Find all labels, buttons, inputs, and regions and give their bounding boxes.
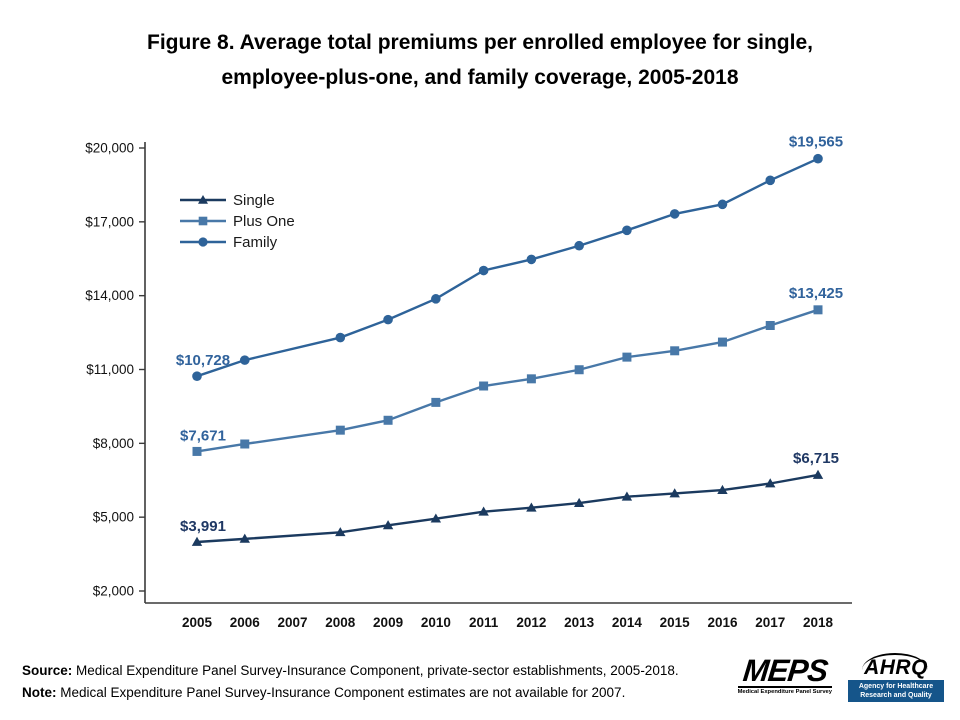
marker-square-icon bbox=[765, 320, 775, 330]
marker-triangle-icon bbox=[717, 484, 728, 494]
x-tick-label: 2010 bbox=[421, 615, 451, 630]
legend-label: Family bbox=[233, 234, 278, 251]
last-point-label: $13,425 bbox=[789, 285, 843, 302]
marker-circle-icon bbox=[526, 254, 537, 265]
x-tick-label: 2008 bbox=[325, 615, 356, 630]
marker-circle-icon bbox=[431, 294, 441, 304]
y-tick-label: $14,000 bbox=[85, 288, 134, 303]
meps-logo: MEPS Medical Expenditure Panel Survey bbox=[737, 653, 832, 695]
y-tick-label: $5,000 bbox=[93, 510, 134, 525]
marker-triangle-icon bbox=[191, 536, 203, 546]
marker-circle-icon bbox=[669, 209, 680, 219]
series-single: $3,991 $6,715 bbox=[180, 450, 839, 546]
x-tick-label: 2007 bbox=[278, 615, 308, 630]
legend: Single Plus One Family bbox=[180, 192, 295, 251]
y-tick-label: $20,000 bbox=[85, 141, 134, 156]
meps-logo-text: MEPS bbox=[741, 653, 829, 688]
marker-square-icon bbox=[335, 425, 345, 435]
series-plus-one: $7,671 $13,425 bbox=[180, 285, 843, 456]
first-point-label: $7,671 bbox=[180, 427, 226, 444]
marker-circle-icon bbox=[239, 355, 250, 365]
marker-circle-icon bbox=[717, 199, 728, 210]
marker-square-icon bbox=[526, 374, 536, 384]
marker-circle-icon bbox=[198, 237, 208, 247]
x-tick-label: 2014 bbox=[612, 615, 643, 630]
note-label: Note: bbox=[22, 684, 57, 700]
marker-square-icon bbox=[383, 415, 393, 425]
meps-logo-caption: Medical Expenditure Panel Survey bbox=[737, 686, 832, 695]
note-text: Medical Expenditure Panel Survey-Insuran… bbox=[56, 684, 626, 700]
y-tick-label: $2,000 bbox=[93, 584, 134, 599]
marker-triangle-icon bbox=[478, 506, 489, 516]
x-tick-label: 2015 bbox=[660, 615, 691, 630]
series-family: $10,728 $19,565 bbox=[176, 134, 843, 381]
marker-triangle-icon bbox=[335, 527, 346, 537]
first-point-label: $10,728 bbox=[176, 352, 230, 369]
marker-square-icon bbox=[192, 446, 202, 456]
x-tick-label: 2013 bbox=[564, 615, 595, 630]
marker-triangle-icon bbox=[669, 488, 680, 498]
ahrq-swoosh-icon bbox=[862, 653, 928, 670]
x-tick-label: 2016 bbox=[707, 615, 738, 630]
legend-label: Plus One bbox=[233, 213, 295, 230]
marker-triangle-icon bbox=[239, 533, 250, 543]
marker-triangle-icon bbox=[430, 513, 442, 523]
marker-square-icon bbox=[240, 439, 250, 449]
source-line: Source: Medical Expenditure Panel Survey… bbox=[22, 660, 679, 682]
series-line bbox=[196, 308, 819, 453]
marker-triangle-icon bbox=[198, 195, 208, 204]
ahrq-logo: AHRQ Agency for Healthcare Research and … bbox=[848, 653, 944, 703]
y-tick-label: $17,000 bbox=[85, 214, 134, 229]
figure-title: Figure 8. Average total premiums per enr… bbox=[147, 31, 813, 89]
marker-square-icon bbox=[622, 352, 632, 362]
x-tick-label: 2018 bbox=[803, 615, 834, 630]
marker-square-icon bbox=[717, 337, 727, 347]
x-tick-label: 2017 bbox=[755, 615, 785, 630]
marker-square-icon bbox=[198, 216, 208, 226]
x-tick-label: 2011 bbox=[469, 615, 499, 630]
marker-circle-icon bbox=[478, 265, 489, 276]
y-tick-label: $8,000 bbox=[93, 436, 134, 451]
marker-circle-icon bbox=[765, 175, 776, 186]
marker-triangle-icon bbox=[765, 478, 776, 488]
x-tick-label: 2006 bbox=[230, 615, 261, 630]
marker-circle-icon bbox=[813, 153, 823, 164]
x-tick-label: 2009 bbox=[373, 615, 403, 630]
marker-triangle-icon bbox=[621, 491, 633, 501]
source-text: Medical Expenditure Panel Survey-Insuran… bbox=[72, 663, 679, 678]
marker-triangle-icon bbox=[526, 502, 537, 512]
marker-triangle-icon bbox=[812, 469, 824, 479]
marker-circle-icon bbox=[574, 240, 584, 251]
marker-triangle-icon bbox=[573, 497, 585, 508]
marker-square-icon bbox=[574, 365, 584, 375]
first-point-label: $3,991 bbox=[180, 518, 226, 535]
last-point-label: $6,715 bbox=[793, 450, 839, 467]
premiums-line-chart: $2,000 $5,000 $8,000 $11,000 $14,000 $17,000 $… bbox=[85, 134, 852, 630]
ahrq-logo-caption: Agency for Healthcare Research and Quali… bbox=[848, 680, 944, 703]
marker-square-icon bbox=[670, 346, 680, 356]
x-tick-label: 2005 bbox=[182, 615, 213, 630]
note-line: Note: Medical Expenditure Panel Survey-I… bbox=[22, 682, 679, 704]
x-tick-label: 2012 bbox=[516, 615, 546, 630]
marker-square-icon bbox=[479, 381, 489, 391]
chart-footnotes: Source: Medical Expenditure Panel Survey… bbox=[22, 660, 679, 703]
marker-circle-icon bbox=[192, 371, 202, 381]
y-tick-label: $11,000 bbox=[86, 362, 134, 377]
marker-triangle-icon bbox=[382, 520, 394, 530]
logo-area: MEPS Medical Expenditure Panel Survey AH… bbox=[737, 653, 944, 703]
marker-circle-icon bbox=[383, 314, 393, 325]
marker-circle-icon bbox=[622, 225, 632, 236]
legend-label: Single bbox=[233, 192, 275, 209]
series-line bbox=[196, 473, 819, 544]
marker-circle-icon bbox=[335, 332, 346, 343]
source-label: Source: bbox=[22, 663, 73, 678]
marker-square-icon bbox=[813, 305, 823, 315]
marker-square-icon bbox=[431, 397, 441, 407]
last-point-label: $19,565 bbox=[789, 134, 843, 151]
